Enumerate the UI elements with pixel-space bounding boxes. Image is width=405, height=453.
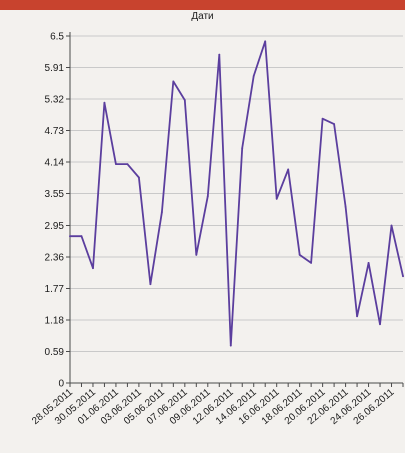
data-point <box>206 195 209 198</box>
x-tick-labels: 28.05.201130.05.201101.06.201103.06.2011… <box>30 387 397 427</box>
y-tick-labels: 0 0.59 1.18 1.77 2.36 2.95 3.55 4.14 4.73 5.32 5.9… <box>45 32 65 390</box>
data-point <box>298 253 301 256</box>
data-point <box>172 80 175 83</box>
data-point <box>137 176 140 179</box>
data-point <box>229 344 232 347</box>
axes <box>66 32 404 387</box>
grid-lines <box>70 35 403 353</box>
data-point <box>333 123 336 125</box>
data-point <box>344 205 347 208</box>
data-point <box>115 163 117 166</box>
chart-title: Дати <box>191 11 214 22</box>
data-point <box>183 99 186 101</box>
data-point <box>241 147 244 150</box>
data-point <box>218 53 221 56</box>
y-tick-label: 1.18 <box>45 316 65 327</box>
data-point <box>195 253 198 256</box>
data-point <box>126 163 129 166</box>
data-point <box>310 261 313 264</box>
data-point <box>390 224 393 227</box>
data-point <box>80 235 83 238</box>
data-point <box>275 197 278 200</box>
data-point <box>252 75 255 77</box>
data-point <box>103 101 106 104</box>
y-tick-label: 6.5 <box>50 32 64 43</box>
data-point <box>379 323 381 326</box>
data-point <box>402 275 404 278</box>
data-point <box>321 117 324 120</box>
data-point <box>367 261 370 264</box>
y-tick-label: 5.91 <box>45 63 65 74</box>
y-tick-label: 0 <box>58 379 64 390</box>
data-point <box>160 211 163 214</box>
y-tick-label: 4.73 <box>45 126 65 137</box>
top-color-band <box>0 0 405 10</box>
y-tick-label: 2.95 <box>45 221 65 232</box>
data-point <box>356 315 358 318</box>
y-tick-label: 2.36 <box>45 253 65 264</box>
y-tick-label: 5.32 <box>45 94 65 105</box>
data-point <box>149 283 152 286</box>
data-point <box>92 267 94 270</box>
data-point <box>264 40 267 43</box>
series-layer <box>69 40 404 347</box>
y-tick-label: 1.77 <box>45 284 65 295</box>
data-point <box>69 235 71 238</box>
y-tick-label: 4.14 <box>45 157 65 168</box>
y-tick-label: 0.59 <box>45 347 65 358</box>
y-tick-label: 3.55 <box>45 189 65 200</box>
series-line <box>69 40 404 347</box>
data-point <box>287 168 290 171</box>
